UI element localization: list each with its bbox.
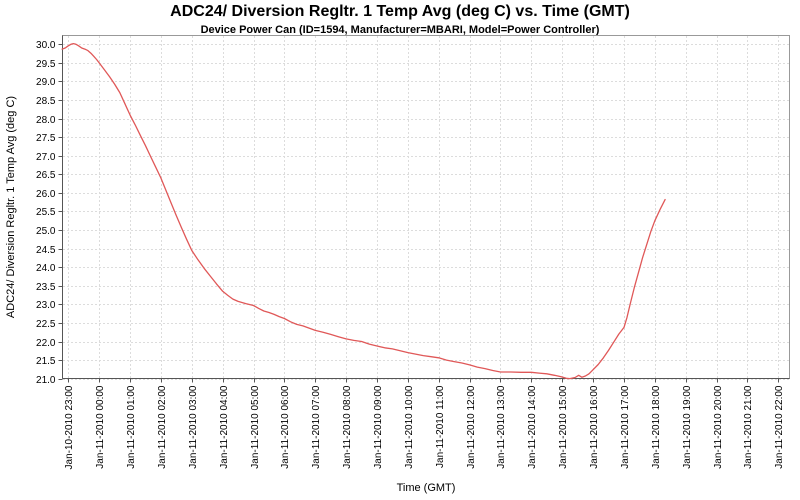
y-tick-label: 22.5 xyxy=(36,319,56,330)
x-tick-label: Jan-11-2010 09:00 xyxy=(373,385,384,469)
x-tick-label: Jan-11-2010 02:00 xyxy=(157,385,168,469)
x-tick-label: Jan-11-2010 04:00 xyxy=(219,385,230,469)
x-tick-label: Jan-11-2010 10:00 xyxy=(404,385,415,469)
y-tick-label: 26.5 xyxy=(36,170,56,181)
plot-area xyxy=(62,35,790,379)
y-tick-label: 24.0 xyxy=(36,263,56,274)
y-tick-label: 25.5 xyxy=(36,207,56,218)
x-tick-label: Jan-11-2010 19:00 xyxy=(682,385,693,469)
x-tick-label: Jan-11-2010 11:00 xyxy=(435,385,446,468)
y-tick-label: 29.0 xyxy=(36,77,56,88)
x-tick-label: Jan-11-2010 22:00 xyxy=(774,385,785,469)
temperature-line xyxy=(61,42,666,380)
x-axis-label: Time (GMT) xyxy=(397,482,456,494)
x-tick-label: Jan-11-2010 15:00 xyxy=(558,385,569,469)
x-tick-label: Jan-10-2010 23:00 xyxy=(64,385,75,469)
y-tick-label: 27.0 xyxy=(36,152,56,163)
y-tick-label: 30.0 xyxy=(36,40,56,51)
y-tick-label: 28.5 xyxy=(36,96,56,107)
y-tick-label: 28.0 xyxy=(36,115,56,126)
x-tick-label: Jan-11-2010 16:00 xyxy=(589,385,600,469)
x-tick-label: Jan-11-2010 18:00 xyxy=(651,385,662,469)
x-tick-label: Jan-11-2010 14:00 xyxy=(527,385,538,469)
gridlines xyxy=(63,36,789,380)
y-tick-label: 21.5 xyxy=(36,356,56,367)
y-tick-label: 21.0 xyxy=(36,375,56,386)
x-tick-label: Jan-11-2010 01:00 xyxy=(126,385,137,469)
x-tick-label: Jan-11-2010 20:00 xyxy=(713,385,724,469)
y-tick-label: 29.5 xyxy=(36,59,56,70)
y-tick-label: 26.0 xyxy=(36,189,56,200)
axis-ticks xyxy=(58,44,779,383)
y-axis-label: ADC24/ Diversion Regltr. 1 Temp Avg (deg… xyxy=(5,96,17,318)
y-tick-label: 23.0 xyxy=(36,300,56,311)
y-tick-label: 27.5 xyxy=(36,133,56,144)
x-tick-label: Jan-11-2010 03:00 xyxy=(188,385,199,469)
y-tick-label: 24.5 xyxy=(36,245,56,256)
x-tick-label: Jan-11-2010 12:00 xyxy=(466,385,477,469)
chart-subtitle: Device Power Can (ID=1594, Manufacturer=… xyxy=(200,24,600,36)
chart-title: ADC24/ Diversion Regltr. 1 Temp Avg (deg… xyxy=(170,3,630,20)
y-tick-labels: 21.0 21.5 22.0 22.5 23.0 23.5 24.0 24.5 25.0 25.5… xyxy=(36,40,56,386)
y-tick-label: 23.5 xyxy=(36,282,56,293)
y-tick-label: 25.0 xyxy=(36,226,56,237)
x-tick-label: Jan-11-2010 17:00 xyxy=(620,385,631,469)
x-tick-label: Jan-11-2010 05:00 xyxy=(250,385,261,469)
x-tick-label: Jan-11-2010 08:00 xyxy=(342,385,353,469)
x-tick-label: Jan-11-2010 00:00 xyxy=(95,385,106,469)
x-tick-labels: Jan-10-2010 23:00 Jan-11-2010 00:00 Jan-11… xyxy=(64,385,785,469)
x-tick-label: Jan-11-2010 07:00 xyxy=(311,385,322,469)
x-tick-label: Jan-11-2010 13:00 xyxy=(496,385,507,469)
y-tick-label: 22.0 xyxy=(36,338,56,349)
x-tick-label: Jan-11-2010 06:00 xyxy=(280,385,291,469)
x-tick-label: Jan-11-2010 21:00 xyxy=(743,385,754,469)
